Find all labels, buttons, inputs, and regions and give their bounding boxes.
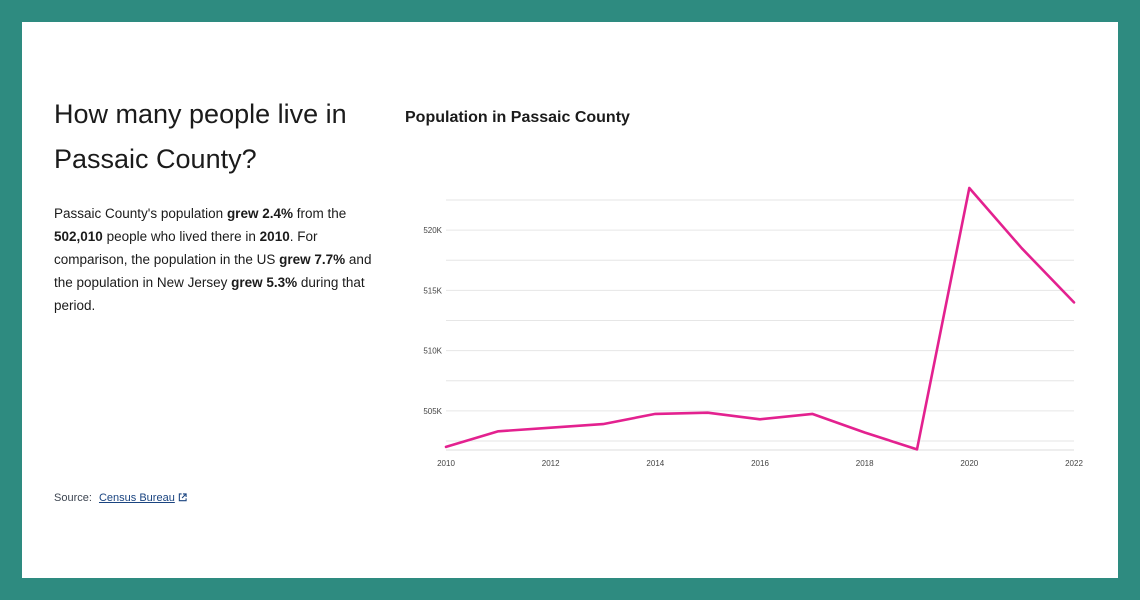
summary-highlight: grew 2.4% <box>226 206 293 221</box>
source-label: Source: <box>54 492 92 504</box>
source-note: Source: Census Bureau <box>54 492 187 504</box>
x-tick-label: 2020 <box>960 459 978 468</box>
census-bureau-link[interactable]: Census Bureau <box>99 492 187 504</box>
population-line-chart: 505K 510K 515K 520K 2010 2012 2014 2016 2018 202… <box>423 186 1083 468</box>
summary-text: and the population in New Jersey <box>54 252 372 290</box>
y-tick-label: 505K <box>423 407 442 416</box>
summary-text: Passaic County's population <box>54 206 227 221</box>
x-tick-label: 2014 <box>646 459 664 468</box>
population-summary: Passaic County's population grew 2.4% fr… <box>54 202 389 317</box>
external-link-icon <box>178 493 187 502</box>
x-tick-label: 2012 <box>542 459 560 468</box>
x-tick-label: 2016 <box>751 459 769 468</box>
text-panel: How many people live in Passaic County? … <box>54 92 389 317</box>
summary-text: people who lived there in <box>102 229 260 244</box>
summary-text: . For comparison, the population in the … <box>54 229 318 267</box>
summary-highlight: 2010 <box>259 229 290 244</box>
content-card: How many people live in Passaic County? … <box>22 22 1118 578</box>
x-tick-label: 2018 <box>856 459 874 468</box>
source-link-text: Census Bureau <box>98 492 175 504</box>
page-title: How many people live in Passaic County? <box>54 99 347 174</box>
y-axis-ticks: 505K 510K 515K 520K <box>423 226 442 416</box>
summary-text: during that period. <box>54 275 365 313</box>
summary-highlight: grew 5.3% <box>231 275 298 290</box>
summary-text: from the <box>292 206 347 221</box>
chart-grid <box>446 199 1074 451</box>
summary-highlight: 502,010 <box>54 229 103 244</box>
y-tick-label: 510K <box>423 347 442 356</box>
y-tick-label: 520K <box>423 226 442 235</box>
y-tick-label: 515K <box>423 286 442 295</box>
chart-series <box>444 186 1076 451</box>
summary-highlight: grew 7.7% <box>279 252 346 267</box>
x-tick-label: 2010 <box>437 459 455 468</box>
x-axis-ticks: 2010 2012 2014 2016 2018 2020 2022 <box>437 459 1083 468</box>
x-tick-label: 2022 <box>1065 459 1083 468</box>
chart-title: Population in Passaic County <box>405 109 630 126</box>
population-series-line <box>444 186 1076 451</box>
